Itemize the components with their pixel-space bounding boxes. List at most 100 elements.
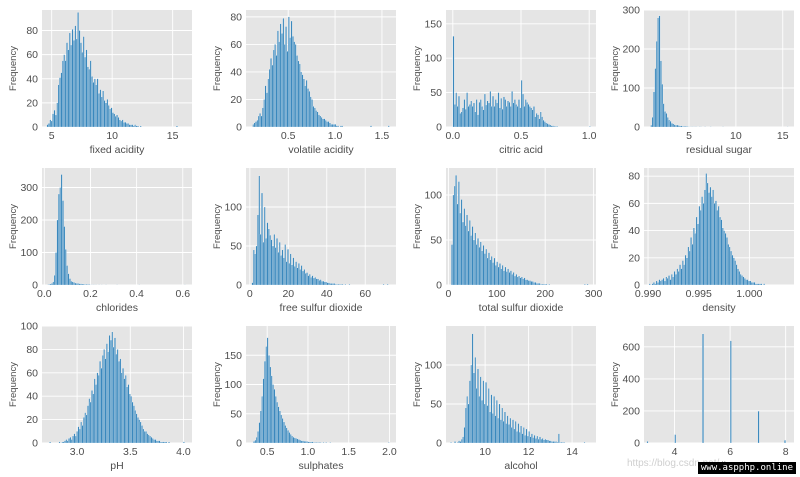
chart-3-bar <box>675 124 677 128</box>
chart-10-bar <box>462 436 464 444</box>
chart-8-bar <box>129 393 131 444</box>
chart-5-bar <box>322 280 325 286</box>
chart-2-bar <box>464 108 467 128</box>
chart-1-bar <box>326 121 328 128</box>
chart-11-bar <box>702 333 704 444</box>
chart-8-ytick-label: 0 <box>32 438 38 450</box>
chart-7-bar <box>708 192 710 286</box>
chart-6-bar <box>519 277 522 286</box>
chart-10-bar <box>556 442 559 444</box>
chart-8-bar <box>58 441 61 444</box>
chart-4-ytick-label: 0 <box>32 280 38 292</box>
chart-9-bar <box>302 440 304 444</box>
chart-5-bar <box>324 281 326 286</box>
chart-4-bar <box>56 219 59 286</box>
chart-8-bar <box>137 417 139 444</box>
chart-11-bar <box>646 441 649 444</box>
chart-10-bar <box>518 431 521 444</box>
chart-2-bar <box>554 126 557 128</box>
chart-7-ylabel: Frequency <box>610 204 621 249</box>
chart-0-bar <box>48 123 50 128</box>
chart-11-ytick-label: 0 <box>634 438 640 450</box>
chart-6-bar <box>545 283 548 286</box>
chart-7-bar <box>680 268 683 286</box>
chart-8-bar <box>160 441 162 444</box>
chart-5-bar <box>332 283 334 286</box>
chart-3-bar <box>660 60 662 128</box>
chart-6-bar <box>530 281 533 286</box>
chart-2-bar <box>504 99 507 128</box>
chart-5-bar <box>339 284 341 286</box>
chart-3-bar <box>658 15 661 128</box>
chart-0-bar <box>176 125 178 128</box>
chart-8-bar <box>112 346 115 444</box>
chart-9-bar <box>255 437 258 444</box>
chart-4-bar <box>74 282 77 286</box>
chart-7-bar <box>760 283 763 286</box>
chart-5-bar <box>266 222 269 286</box>
chart-6-bar <box>507 268 509 286</box>
chart-10-bar <box>547 439 549 444</box>
chart-0-bar <box>99 89 102 128</box>
chart-8-bar <box>81 425 84 444</box>
chart-8-xtick-label: 3.5 <box>123 446 138 458</box>
chart-7-bar <box>659 280 662 286</box>
chart-2-bar <box>515 104 518 128</box>
chart-2-bar <box>518 99 520 128</box>
chart-9-bar <box>274 396 277 444</box>
chart-2-bar <box>538 118 541 128</box>
chart-6-ytick-label: 100 <box>424 190 442 202</box>
chart-2-bar <box>503 96 505 128</box>
chart-2-bar <box>490 106 493 128</box>
chart-10-bar <box>469 380 471 444</box>
chart-3-ylabel: Frequency <box>610 46 621 91</box>
chart-4-bar <box>52 281 55 286</box>
chart-7-bar <box>742 276 745 286</box>
chart-2-bar <box>452 36 455 128</box>
chart-10-bar <box>560 442 563 444</box>
chart-5-bar <box>274 247 277 286</box>
chart-10-bar <box>497 417 499 444</box>
chart-1-bar <box>333 124 335 128</box>
chart-0-bar <box>126 123 128 128</box>
chart-2-bar <box>556 126 558 128</box>
chart-10-bar <box>502 421 505 444</box>
chart-5-bar <box>262 241 265 286</box>
chart-9-bar <box>295 438 298 444</box>
chart-2-xtick-label: 0.0 <box>446 130 461 142</box>
chart-9-bar <box>266 337 269 444</box>
chart-6-bar <box>505 271 508 286</box>
chart-8-bar <box>126 386 128 444</box>
chart-2-bar <box>467 106 470 128</box>
chart-7-bar <box>679 264 681 286</box>
chart-7-bar <box>746 279 749 286</box>
chart-3-bar <box>665 113 668 128</box>
chart-7-bar <box>694 233 697 286</box>
chart-10-bar <box>510 427 513 444</box>
chart-7-bar <box>752 282 754 286</box>
chart-8-bar <box>161 441 164 444</box>
chart-6-bar <box>466 214 468 286</box>
chart-9-xtick-label: 0.5 <box>260 446 275 458</box>
chart-4-bar <box>70 280 73 286</box>
chart-9-bar <box>277 406 280 444</box>
chart-6-bar <box>492 262 494 286</box>
chart-3-bar <box>678 125 680 128</box>
chart-8-bar <box>108 335 111 444</box>
chart-8-bar <box>97 375 100 444</box>
chart-1-bar <box>303 78 305 128</box>
chart-9-bar <box>273 389 276 444</box>
chart-1-bar <box>253 122 256 128</box>
chart-5-bar <box>251 282 254 286</box>
chart-1-bar <box>268 69 271 128</box>
chart-6-bar <box>499 263 501 286</box>
chart-1-bar <box>330 124 333 128</box>
chart-3-xtick-label: 15 <box>777 130 789 142</box>
chart-4-xtick-label: 0.4 <box>129 288 144 300</box>
chart-8-bar <box>66 440 69 444</box>
chart-8-bar <box>103 349 105 444</box>
chart-1-bar <box>275 55 278 128</box>
chart-9-bar <box>296 438 299 444</box>
chart-0-xtick-label: 15 <box>167 130 179 142</box>
chart-9-bar <box>270 375 273 444</box>
